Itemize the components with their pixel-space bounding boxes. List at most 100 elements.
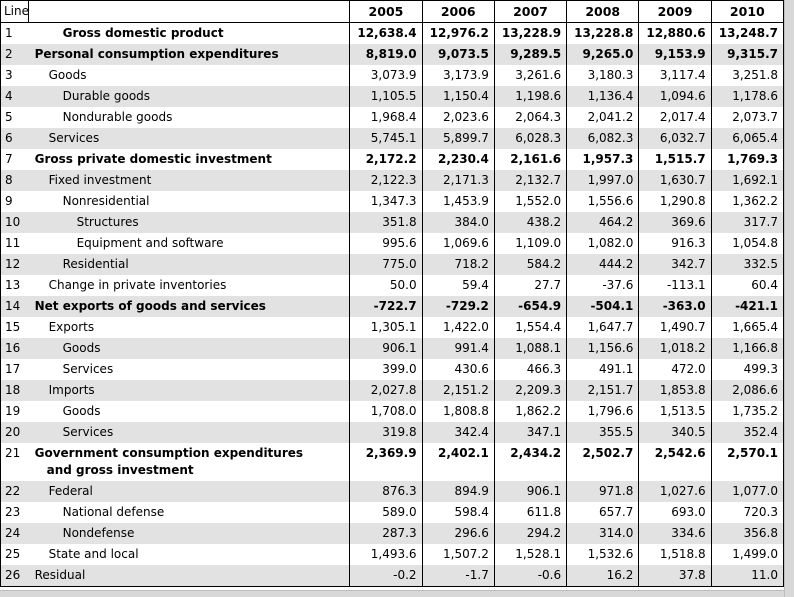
value-cell: 2,502.7 [566, 443, 639, 481]
value-cell: 3,251.8 [710, 65, 784, 86]
row-label: Structures [76, 215, 139, 229]
value-cell: 13,228.9 [493, 22, 567, 44]
line-number: 21 [5, 446, 21, 460]
value-cell: 1,708.0 [349, 401, 423, 422]
row-label: Gross private domestic investment [34, 152, 272, 166]
value-cell: -0.6 [493, 565, 567, 587]
table-row: 26 Residual -0.2 -1.7 -0.6 16.2 37.8 11.0 [0, 565, 784, 587]
header-row: Line 2005 2006 2007 2008 2009 2010 [0, 0, 784, 23]
table-row: 17 Services 399.0 430.6 466.3 491.1 472.0 499.3 [1, 359, 784, 380]
row-label: Services [62, 362, 114, 376]
value-cell: -37.6 [566, 275, 639, 296]
value-cell: 1,532.6 [566, 544, 639, 565]
row-label: State and local [48, 547, 139, 561]
value-cell: 466.3 [493, 359, 567, 380]
value-cell: 6,028.3 [493, 128, 567, 149]
value-cell: 876.3 [349, 481, 423, 502]
value-cell: -363.0 [638, 296, 712, 317]
value-cell: 369.6 [638, 212, 712, 233]
value-cell: 1,109.0 [493, 233, 567, 254]
value-cell: 611.8 [493, 502, 567, 523]
line-number: 17 [5, 362, 21, 376]
value-cell: 2,570.1 [710, 443, 784, 481]
value-cell: 1,528.1 [493, 544, 567, 565]
value-cell: 438.2 [493, 212, 567, 233]
line-column-header: Line [0, 0, 30, 23]
table-row: 11 Equipment and software 995.6 1,069.6 1,10… [1, 233, 784, 254]
value-cell: 916.3 [638, 233, 712, 254]
value-cell: 2,151.2 [421, 380, 495, 401]
row-label: Gross domestic product [62, 26, 224, 40]
value-cell: 317.7 [710, 212, 784, 233]
value-cell: 995.6 [349, 233, 423, 254]
value-cell: 1,796.6 [566, 401, 639, 422]
value-cell: 1,178.6 [710, 86, 784, 107]
year-column-header-2006: 2006 [421, 0, 495, 23]
value-cell: 27.7 [493, 275, 567, 296]
value-cell: 342.4 [421, 422, 495, 443]
row-label: Nondurable goods [62, 110, 173, 124]
row-label: Government consumption expenditures and … [34, 446, 304, 477]
line-number: 20 [5, 425, 21, 439]
row-label: Services [48, 131, 100, 145]
vertical-scrollbar[interactable] [784, 0, 794, 597]
line-number: 7 [5, 152, 13, 166]
value-cell: 347.1 [493, 422, 567, 443]
value-cell: 1,968.4 [349, 107, 423, 128]
table-row: 5 Nondurable goods 1,968.4 2,023.6 2,064.3 2,… [1, 107, 784, 128]
value-cell: 464.2 [566, 212, 639, 233]
value-cell: 472.0 [638, 359, 712, 380]
value-cell: 693.0 [638, 502, 712, 523]
line-number: 18 [5, 383, 21, 397]
value-cell: 2,073.7 [710, 107, 784, 128]
value-cell: 2,132.7 [493, 170, 567, 191]
value-cell: 1,630.7 [638, 170, 712, 191]
row-label: Change in private inventories [48, 278, 227, 292]
value-cell: 9,315.7 [710, 44, 784, 65]
value-cell: 2,209.3 [493, 380, 567, 401]
value-cell: 1,027.6 [638, 481, 712, 502]
value-cell: 2,023.6 [421, 107, 495, 128]
table-row: 15 Exports 1,305.1 1,422.0 1,554.4 1,647.7 1,4… [1, 317, 784, 338]
value-cell: 1,069.6 [421, 233, 495, 254]
value-cell: 2,171.3 [421, 170, 495, 191]
value-cell: 9,265.0 [566, 44, 639, 65]
value-cell: 1,552.0 [493, 191, 567, 212]
table-row: 8 Fixed investment 2,122.3 2,171.3 2,132.7 1,… [0, 170, 784, 191]
value-cell: 352.4 [710, 422, 784, 443]
value-cell: 1,862.2 [493, 401, 567, 422]
value-cell: 906.1 [493, 481, 567, 502]
value-cell: -654.9 [493, 296, 567, 317]
value-cell: 1,290.8 [638, 191, 712, 212]
value-cell: 2,230.4 [421, 149, 495, 170]
value-cell: 2,064.3 [493, 107, 567, 128]
value-cell: 1,499.0 [710, 544, 784, 565]
value-cell: 1,054.8 [710, 233, 784, 254]
value-cell: 2,402.1 [421, 443, 495, 481]
value-cell: 1,692.1 [710, 170, 784, 191]
value-cell: 1,362.2 [710, 191, 784, 212]
value-cell: 1,018.2 [638, 338, 712, 359]
value-cell: 3,173.9 [421, 65, 495, 86]
table-row: 13 Change in private inventories 50.0 59.4 2… [1, 275, 784, 296]
value-cell: 775.0 [349, 254, 423, 275]
line-number: 14 [5, 299, 21, 313]
value-cell: 334.6 [638, 523, 712, 544]
value-cell: 1,422.0 [421, 317, 495, 338]
table-row: 14 Net exports of goods and services -722.… [0, 296, 784, 317]
row-label: Residential [62, 257, 129, 271]
line-number: 25 [5, 547, 21, 561]
row-label: Imports [48, 383, 95, 397]
value-cell: 9,289.5 [493, 44, 567, 65]
horizontal-scrollbar[interactable] [0, 590, 784, 597]
value-cell: 499.3 [710, 359, 784, 380]
year-column-header-2007: 2007 [493, 0, 567, 23]
value-cell: 1,808.8 [421, 401, 495, 422]
value-cell: 1,490.7 [638, 317, 712, 338]
value-cell: 718.2 [421, 254, 495, 275]
value-cell: 2,086.6 [710, 380, 784, 401]
value-cell: 1,556.6 [566, 191, 639, 212]
value-cell: 1,853.8 [638, 380, 712, 401]
value-cell: 399.0 [349, 359, 423, 380]
value-cell: 894.9 [421, 481, 495, 502]
